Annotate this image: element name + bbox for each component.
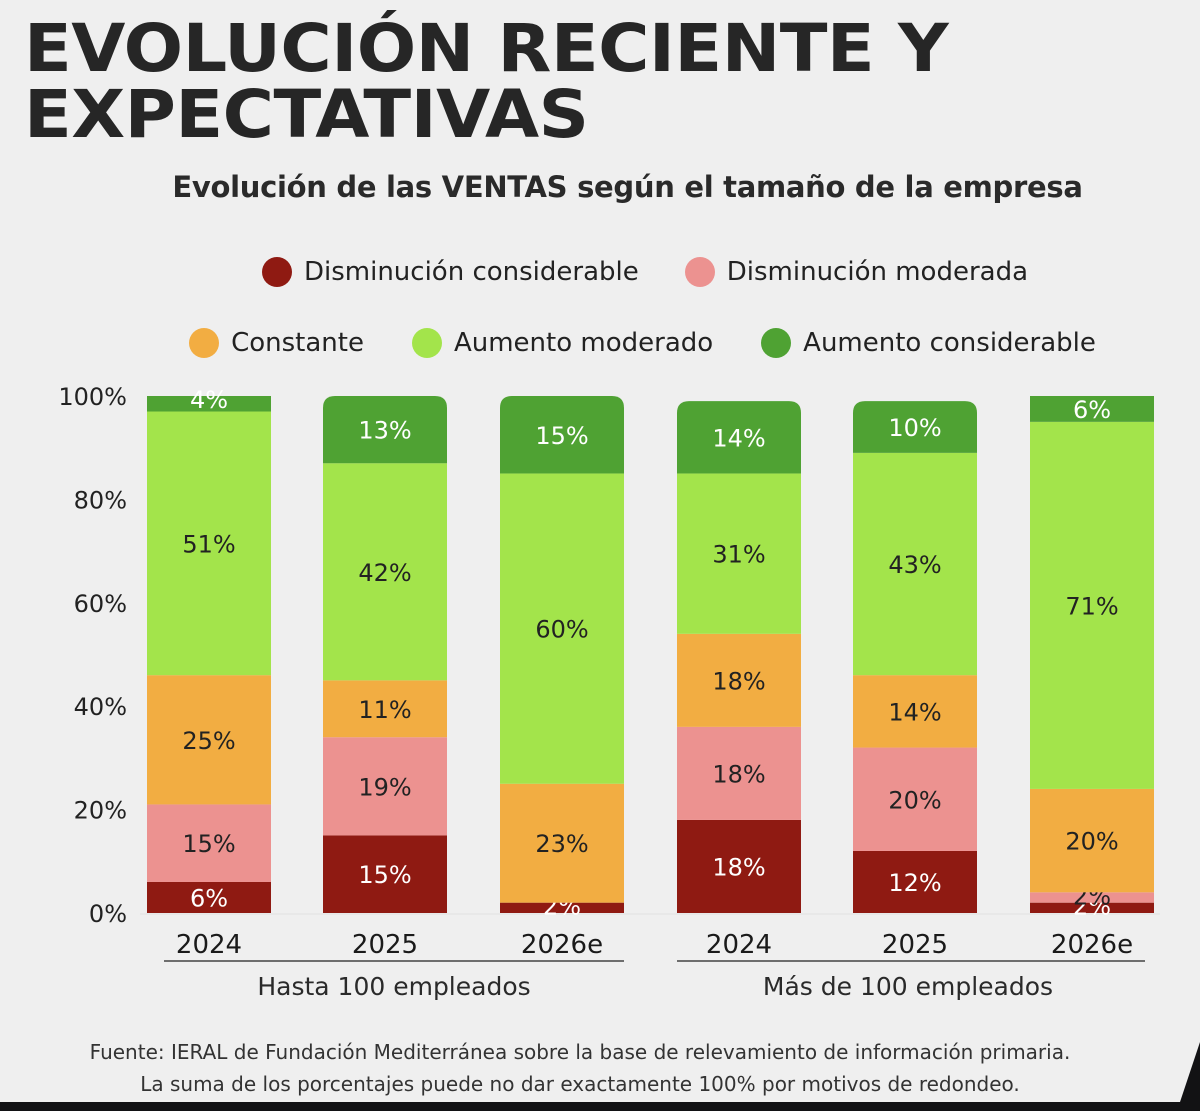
group-label: Hasta 100 empleados	[257, 972, 530, 1001]
bar-segment	[1030, 902, 1154, 913]
bar-data-label: 19%	[358, 773, 411, 801]
bar-data-label: 20%	[888, 786, 941, 814]
x-tick-label: 2025	[352, 930, 418, 960]
main-title-line2: EXPECTATIVAS	[24, 76, 589, 153]
bar-data-label: 11%	[358, 696, 411, 724]
bar-data-label: 12%	[888, 869, 941, 897]
y-tick-label: 60%	[74, 590, 127, 618]
footer-source: Fuente: IERAL de Fundación Mediterránea …	[89, 1040, 1071, 1064]
y-tick-label: 0%	[89, 900, 127, 928]
legend-swatch	[189, 328, 220, 358]
bar-data-label: 18%	[712, 667, 765, 695]
bar-segment	[1030, 788, 1154, 893]
bar-segment	[500, 396, 624, 474]
stacked-bar-chart: 0% 20% 40% 60% 80% 100% 6% 15% 25% 51% 4% 15% 19% 11%…	[58, 383, 1160, 1001]
footer-note: La suma de los porcentajes puede no dar …	[140, 1072, 1020, 1096]
x-tick-label: 2024	[706, 930, 772, 960]
x-tick-label: 2026e	[1051, 930, 1133, 960]
bar-data-label: 14%	[888, 698, 941, 726]
bar-data-label: 6%	[190, 884, 228, 912]
legend-item-aumento-considerable: Aumento considerable	[761, 328, 1096, 358]
bar-data-label: 10%	[888, 414, 941, 442]
bar-segment	[323, 835, 447, 913]
bar-data-label: 6%	[1073, 396, 1111, 424]
legend-item-constante: Constante	[189, 328, 364, 358]
bar-segment	[677, 819, 801, 913]
bar-data-label: 13%	[358, 417, 411, 445]
bar-segment	[147, 804, 271, 882]
bar-data-label: 18%	[712, 760, 765, 788]
chart-title: Evolución de las VENTAS según el tamaño …	[172, 170, 1083, 204]
x-tick-label: 2025	[882, 930, 948, 960]
bar-segment	[853, 452, 977, 676]
y-tick-label: 40%	[74, 693, 127, 721]
bar-data-label: 71%	[1065, 592, 1118, 620]
bar-segment	[147, 675, 271, 805]
bar-data-label: 15%	[358, 861, 411, 889]
legend-item-aumento-moderado: Aumento moderado	[411, 328, 714, 358]
legend-swatch	[411, 328, 442, 358]
bar-data-label: 25%	[182, 727, 235, 755]
bar-segment	[323, 463, 447, 681]
bar-segment	[1030, 892, 1154, 903]
x-tick-label: 2026e	[521, 930, 603, 960]
main-title: EVOLUCIÓN RECIENTE Y EXPECTATIVAS	[24, 16, 949, 148]
bar-segment	[323, 680, 447, 738]
bar-data-label: 42%	[358, 559, 411, 587]
bar-segment	[500, 783, 624, 903]
legend-label: Disminución moderada	[726, 257, 1029, 287]
legend-label: Constante	[231, 328, 364, 358]
x-tick-label: 2024	[176, 930, 242, 960]
bar-data-label: 60%	[535, 616, 588, 644]
legend-item-disminucion-considerable: Disminución considerable	[261, 257, 639, 287]
group-label: Más de 100 empleados	[763, 972, 1053, 1001]
bar-data-label: 43%	[888, 551, 941, 579]
footer: Fuente: IERAL de Fundación Mediterránea …	[0, 1036, 1160, 1100]
bar-segment	[677, 726, 801, 820]
legend-swatch	[761, 328, 792, 358]
bar-segment	[853, 747, 977, 851]
bar-segment	[853, 401, 977, 453]
bar-segment	[500, 902, 624, 913]
bottom-bar	[0, 1102, 1200, 1111]
legend-label: Aumento moderado	[453, 328, 714, 358]
bar-segment	[323, 737, 447, 836]
bar-segment	[677, 633, 801, 727]
bar-segment	[677, 401, 801, 474]
bar-segment	[853, 675, 977, 748]
bar-data-label: 15%	[182, 830, 235, 858]
bar-segment	[147, 396, 271, 412]
y-tick-label: 20%	[74, 797, 127, 825]
bar-data-label: 14%	[712, 424, 765, 452]
bar-segment	[853, 850, 977, 913]
bar-data-label: 4%	[190, 386, 228, 414]
legend-row-1: Disminución considerable Disminución mod…	[0, 257, 1200, 287]
bar-data-label: 31%	[712, 541, 765, 569]
legend-swatch	[261, 257, 292, 287]
bar-data-label: 20%	[1065, 828, 1118, 856]
y-tick-label: 100%	[58, 383, 127, 411]
legend-swatch	[684, 257, 715, 287]
bar-segment	[147, 881, 271, 913]
legend-label: Aumento considerable	[803, 328, 1096, 358]
bar-segment	[500, 473, 624, 784]
bar-data-label: 51%	[182, 530, 235, 558]
legend-item-disminucion-moderada: Disminución moderada	[684, 257, 1029, 287]
bar-segment	[323, 396, 447, 464]
legend-label: Disminución considerable	[303, 257, 639, 287]
corner-decoration	[1180, 1042, 1200, 1102]
bar-data-label: 23%	[535, 830, 588, 858]
main-title-line1: EVOLUCIÓN RECIENTE Y	[24, 10, 949, 87]
bar-segment	[677, 473, 801, 634]
bar-data-label: 15%	[535, 422, 588, 450]
y-tick-label: 80%	[74, 486, 127, 514]
bar-data-label: 18%	[712, 853, 765, 881]
bar-segment	[1030, 421, 1154, 789]
bar-segment	[1030, 396, 1154, 422]
legend-row-2: Constante Aumento moderado Aumento consi…	[0, 328, 1200, 358]
bar-segment	[147, 411, 271, 676]
